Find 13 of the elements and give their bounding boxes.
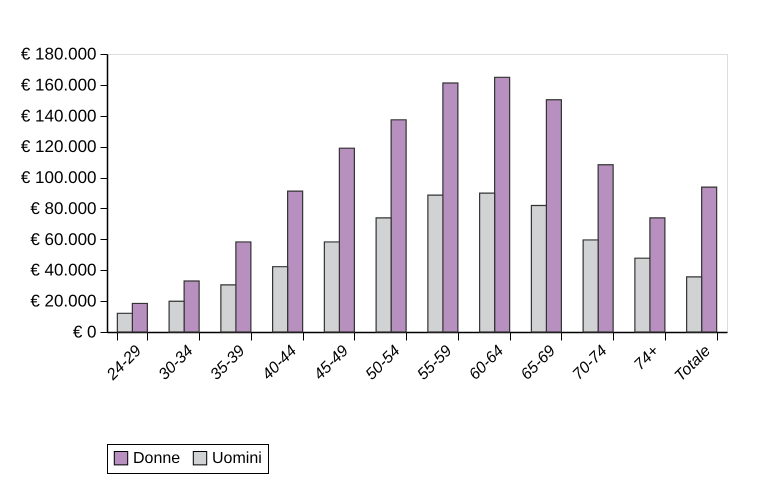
legend-label: Uomini [212, 450, 262, 468]
y-tick-label: € 40.000 [30, 260, 96, 280]
y-tick-label: € 180.000 [20, 44, 96, 64]
y-tick-label: € 100.000 [20, 168, 96, 188]
y-tick-label: € 0 [72, 322, 96, 342]
y-tick-label: € 160.000 [20, 75, 96, 94]
legend-label: Donne [133, 450, 180, 468]
x-tick-label: 74+ [631, 342, 662, 374]
y-tick-label: € 60.000 [30, 230, 96, 249]
y-tick-label: € 80.000 [30, 198, 96, 218]
y-tick-label: € 20.000 [30, 292, 96, 311]
y-tick-label: € 120.000 [20, 137, 96, 156]
y-tick-label: € 140.000 [20, 106, 96, 126]
